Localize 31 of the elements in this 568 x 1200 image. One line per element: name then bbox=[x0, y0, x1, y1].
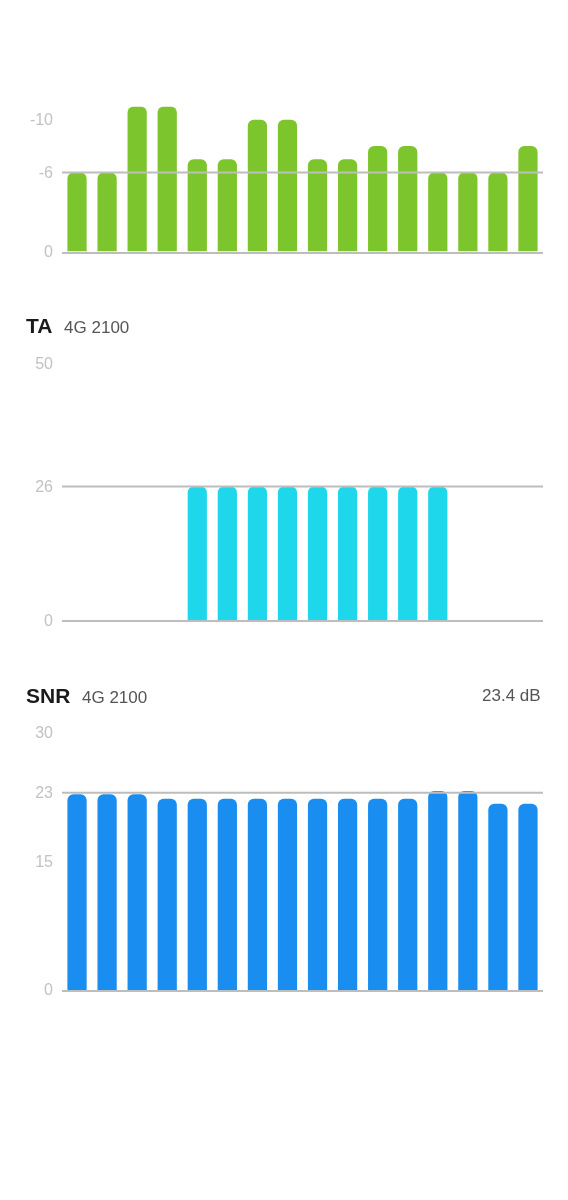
bar bbox=[217, 798, 237, 990]
y-tick-label: -10 bbox=[29, 111, 54, 129]
bar bbox=[428, 790, 448, 990]
bar bbox=[67, 794, 87, 990]
bar bbox=[187, 798, 207, 990]
y-tick-label: 26 bbox=[35, 478, 54, 496]
y-tick-label: 50 bbox=[35, 354, 54, 372]
bar bbox=[518, 803, 538, 990]
bar bbox=[458, 790, 478, 990]
bar bbox=[368, 798, 388, 990]
y-tick-label: 15 bbox=[35, 852, 54, 870]
y-tick-label: 0 bbox=[44, 611, 54, 629]
chart-subtitle: 4G 2100 bbox=[82, 688, 148, 707]
bar bbox=[247, 798, 268, 990]
bar bbox=[307, 798, 328, 990]
bar bbox=[398, 798, 418, 990]
bar bbox=[277, 798, 298, 990]
bar bbox=[127, 794, 147, 990]
y-tick-label: 0 bbox=[44, 981, 54, 999]
bar bbox=[337, 798, 358, 990]
y-tick-label: 30 bbox=[35, 724, 54, 742]
y-tick-label: 23 bbox=[35, 784, 54, 802]
bar bbox=[97, 794, 117, 990]
chart-subtitle: 4G 2100 bbox=[64, 318, 130, 337]
y-tick-label: 0 bbox=[44, 243, 54, 261]
chart-title: SNR bbox=[26, 684, 71, 707]
text: 23.4 dB bbox=[482, 686, 541, 705]
y-tick-label: -6 bbox=[38, 164, 54, 182]
bar bbox=[488, 803, 508, 990]
bar bbox=[157, 798, 177, 990]
chart-title: TA bbox=[26, 314, 53, 337]
